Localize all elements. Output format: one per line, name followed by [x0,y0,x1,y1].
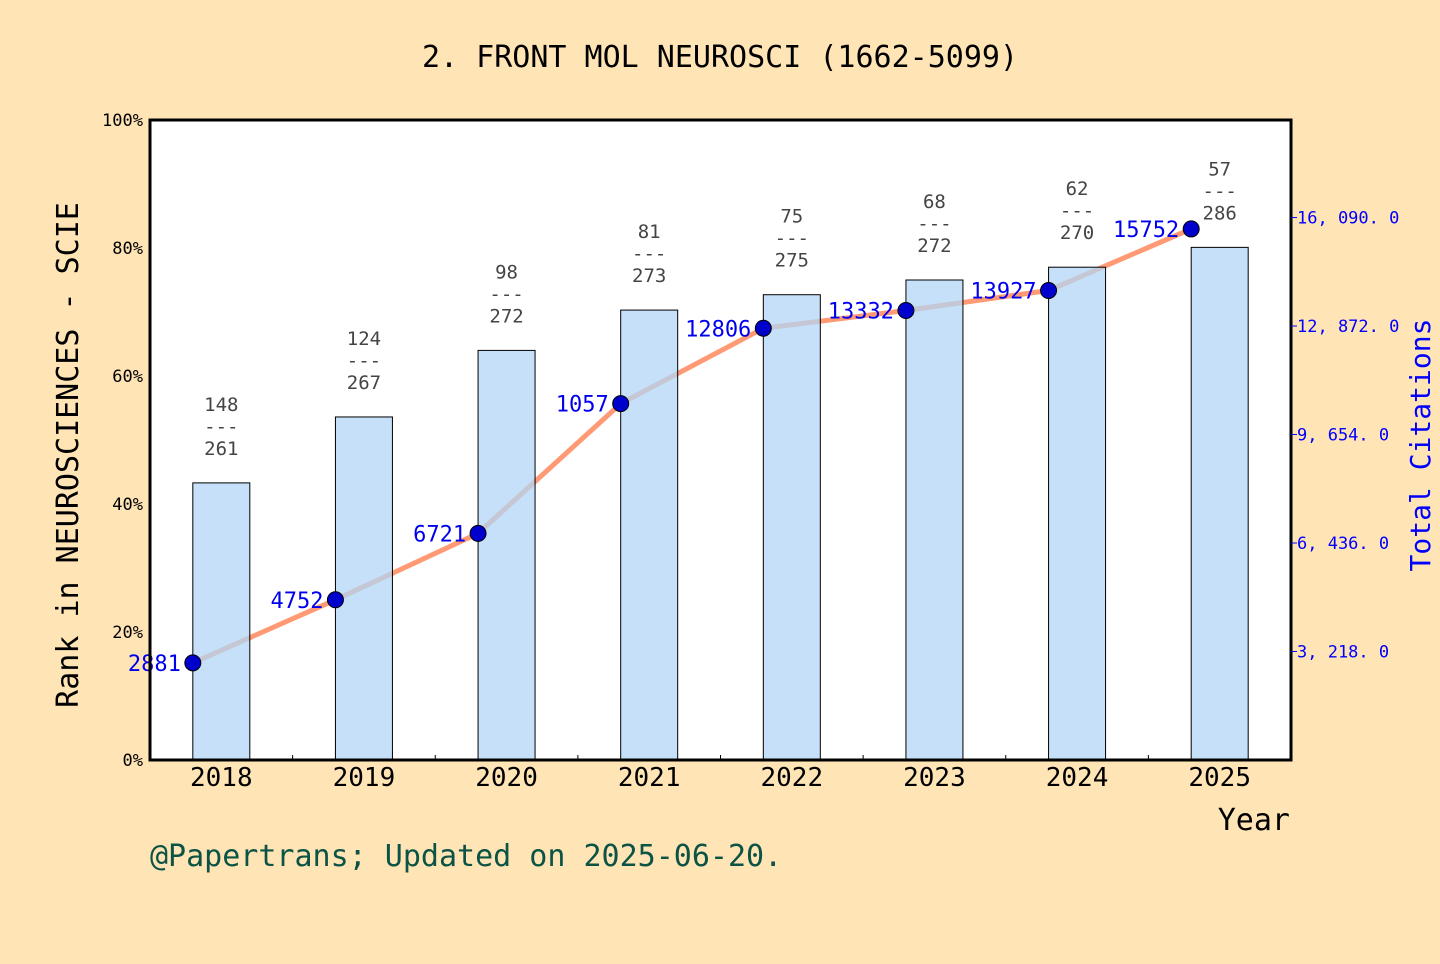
rank-bar [905,279,964,761]
citation-label: 13927 [970,279,1036,304]
footer-note: @Papertrans; Updated on 2025-06-20. [150,839,782,874]
rank-label: 81 [638,221,661,243]
y2-tick-label: 9, 654. 0 [1297,426,1389,446]
citation-point [612,395,630,413]
plot-area [150,120,1291,760]
rank-bar [192,482,251,761]
rank-label: 57 [1208,158,1231,180]
rank-label: 75 [780,206,803,228]
citation-point [469,524,487,542]
y2-tick-label: 6, 436. 0 [1297,534,1389,554]
rank-separator: --- [489,283,523,305]
citation-label: 12806 [685,317,751,342]
x-tick-label: 2023 [903,763,966,793]
rank-separator: --- [347,350,381,372]
rank-separator: --- [1060,200,1094,222]
total-label: 275 [775,250,809,272]
y2-tick-label: 12, 872. 0 [1297,317,1399,337]
citation-point [184,654,202,672]
citation-point [754,319,772,337]
rank-label: 124 [347,328,381,350]
x-tick-label: 2020 [475,763,538,793]
y-tick-label: 80% [112,239,143,259]
citation-label: 4752 [270,589,323,614]
citation-point [897,302,915,320]
rank-bar [762,294,821,761]
y2-tick-label: 3, 218. 0 [1297,643,1389,663]
rank-bar [334,416,393,761]
x-axis-label: Year [1218,803,1290,838]
y-tick-label: 40% [112,495,143,515]
rank-separator: --- [632,243,666,265]
total-label: 261 [204,438,238,460]
total-label: 272 [489,305,523,327]
citation-point [326,591,344,609]
y-tick-label: 0% [123,751,143,771]
citation-label: 13332 [828,300,894,325]
y-tick-label: 20% [112,623,143,643]
x-tick-label: 2025 [1188,763,1251,793]
rank-bar [620,309,679,761]
total-label: 286 [1203,202,1237,224]
rank-label: 68 [923,191,946,213]
rank-label: 98 [495,261,518,283]
citation-point [1040,281,1058,299]
citation-label: 15752 [1113,218,1179,243]
x-tick-label: 2019 [333,763,396,793]
rank-bar [1190,246,1249,761]
y-tick-label: 60% [112,367,143,387]
rank-bar [1048,266,1107,761]
rank-separator: --- [1203,180,1237,202]
citation-label: 1057 [556,393,609,418]
total-label: 273 [632,265,666,287]
rank-separator: --- [917,213,951,235]
y2-axis-label: Total Citations [1404,319,1437,572]
x-tick-label: 2018 [190,763,253,793]
y2-tick-label: 16, 090. 0 [1297,209,1399,229]
rank-separator: --- [775,228,809,250]
x-tick-label: 2021 [618,763,681,793]
citation-point [1182,220,1200,238]
y-tick-label: 100% [102,111,143,131]
citation-label: 2881 [128,652,181,677]
x-tick-label: 2024 [1046,763,1109,793]
chart-title: 2. FRONT MOL NEUROSCI (1662-5099) [422,40,1018,75]
x-tick-label: 2022 [761,763,824,793]
rank-bar [477,349,536,761]
rank-label: 62 [1066,178,1089,200]
rank-separator: --- [204,416,238,438]
total-label: 267 [347,372,381,394]
total-label: 272 [917,235,951,257]
rank-label: 148 [204,394,238,416]
y-axis-label: Rank in NEUROSCIENCES - SCIE [51,202,86,708]
citation-label: 6721 [413,522,466,547]
total-label: 270 [1060,222,1094,244]
